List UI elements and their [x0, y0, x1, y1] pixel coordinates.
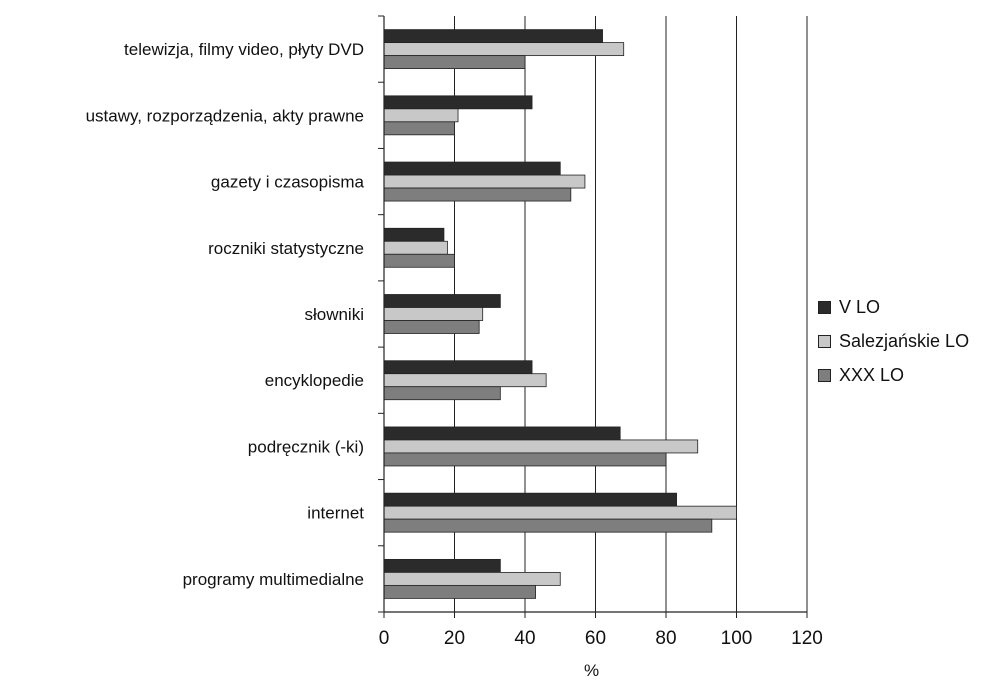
legend-item: XXX LO	[818, 358, 969, 392]
x-tick-label: 120	[791, 628, 823, 649]
bar-salezja-skie-lo-6	[383, 439, 699, 454]
bar-xxx-lo-1	[383, 121, 455, 136]
bar-salezja-skie-lo-0	[383, 42, 625, 57]
legend-item: V LO	[818, 290, 969, 324]
bar-v-lo-4	[383, 294, 501, 308]
x-tick-label: 0	[379, 628, 390, 649]
bar-salezja-skie-lo-3	[383, 240, 448, 255]
legend: V LO Salezjańskie LO XXX LO	[818, 290, 969, 392]
category-label: roczniki statystyczne	[208, 239, 364, 258]
bar-salezja-skie-lo-5	[383, 373, 547, 388]
labels: telewizja, filmy video, płyty DVD ustawy,…	[86, 40, 823, 649]
legend-label: XXX LO	[839, 364, 905, 385]
legend-swatch	[818, 368, 831, 382]
bar-salezja-skie-lo-4	[383, 307, 484, 321]
bar-v-lo-5	[383, 360, 533, 375]
bar-v-lo-8	[383, 558, 501, 573]
bar-salezja-skie-lo-8	[383, 571, 561, 586]
bar-xxx-lo-3	[383, 253, 455, 268]
bar-v-lo-2	[383, 161, 561, 176]
bar-xxx-lo-4	[383, 320, 480, 334]
legend-label: V LO	[839, 296, 881, 317]
bar-xxx-lo-6	[383, 452, 667, 467]
bar-xxx-lo-0	[383, 55, 526, 70]
category-label: ustawy, rozporządzenia, akty prawne	[86, 106, 364, 125]
legend-swatch	[818, 300, 831, 314]
legend-label: Salezjańskie LO	[839, 330, 970, 351]
x-tick-label: 20	[444, 628, 465, 649]
category-label: gazety i czasopisma	[211, 173, 365, 192]
bar-xxx-lo-8	[383, 584, 536, 599]
bar-v-lo-7	[383, 492, 677, 507]
bar-v-lo-6	[383, 426, 621, 441]
x-tick-label: 80	[655, 628, 676, 649]
bar-v-lo-3	[383, 227, 445, 242]
bar-salezja-skie-lo-2	[383, 174, 586, 189]
legend-item: Salezjańskie LO	[818, 324, 969, 358]
bars	[383, 29, 737, 599]
axes	[378, 15, 808, 618]
category-label: encyklopedie	[265, 371, 364, 390]
bar-v-lo-0	[383, 29, 603, 44]
bar-salezja-skie-lo-7	[383, 505, 737, 520]
bar-v-lo-1	[383, 95, 533, 110]
category-label: słowniki	[304, 305, 364, 324]
x-tick-label: 100	[721, 628, 753, 649]
x-tick-label: 40	[514, 628, 535, 649]
bar-salezja-skie-lo-1	[383, 108, 459, 123]
category-label: programy multimedialne	[183, 570, 364, 589]
bar-xxx-lo-5	[383, 386, 501, 401]
legend-swatch	[818, 334, 831, 348]
category-label: telewizja, filmy video, płyty DVD	[124, 40, 364, 59]
bar-xxx-lo-7	[383, 518, 713, 533]
bar-xxx-lo-2	[383, 187, 572, 202]
category-label: internet	[307, 504, 364, 523]
category-label: podręcznik (-ki)	[248, 437, 364, 456]
x-tick-label: 60	[585, 628, 606, 649]
x-axis-title: %	[584, 661, 599, 680]
